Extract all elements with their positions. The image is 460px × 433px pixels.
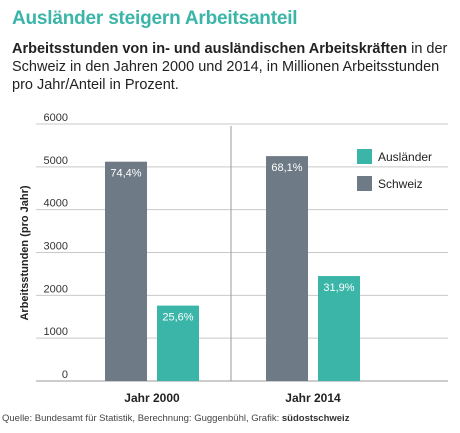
chart-subtitle: Arbeitsstunden von in- und ausländischen… <box>12 40 452 94</box>
legend-swatch <box>357 176 372 191</box>
y-tick-label: 5000 <box>44 155 68 167</box>
subtitle-normal: in der Schweiz in den Jahren 2000 und 20… <box>12 41 448 93</box>
x-category-label: Jahr 2000 <box>124 391 180 405</box>
x-category-label: Jahr 2014 <box>285 391 341 405</box>
legend-label: Ausländer <box>378 150 432 164</box>
y-tick-label: 1000 <box>44 326 68 338</box>
y-tick-label: 2000 <box>44 283 68 295</box>
source-note: Quelle: Bundesamt für Statistik, Berechn… <box>2 413 349 424</box>
y-tick-label: 6000 <box>44 112 68 124</box>
bar-data-label: 74,4% <box>110 168 141 180</box>
bar <box>266 156 308 381</box>
chart-title: Ausländer steigern Arbeitsanteil <box>12 8 298 29</box>
source-brand: südostschweiz <box>281 413 350 424</box>
y-tick-label: 3000 <box>44 241 68 253</box>
bar <box>318 276 360 381</box>
bar <box>105 161 147 381</box>
bar-data-label: 31,9% <box>323 282 354 294</box>
subtitle-bold: Arbeitsstunden von in- und ausländischen… <box>12 41 408 57</box>
bar <box>157 305 199 381</box>
legend-label: Schweiz <box>378 177 423 191</box>
y-axis-label: Arbeitsstunden (pro Jahr) <box>19 185 31 320</box>
legend-swatch <box>357 149 372 164</box>
y-tick-label: 4000 <box>44 198 68 210</box>
y-tick-label: 0 <box>62 369 68 381</box>
source-text: Quelle: Bundesamt für Statistik, Berechn… <box>2 413 282 424</box>
bar-data-label: 25,6% <box>162 312 193 324</box>
bar-data-label: 68,1% <box>271 162 302 174</box>
